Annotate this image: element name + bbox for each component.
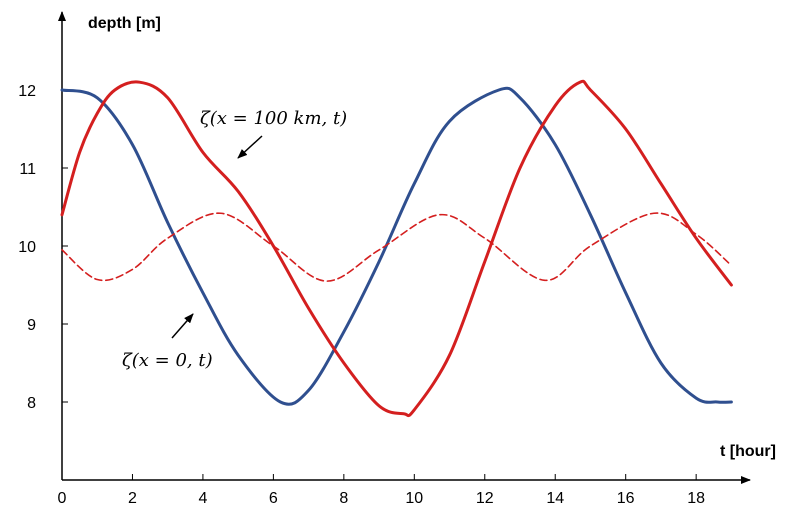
x-tick-label: 2: [128, 490, 137, 507]
ticks: 0 2 4 6 8 10 12 14 16 18 8 9 10 11 12: [18, 83, 705, 507]
series-line-dashed-red: [61, 212, 733, 282]
x-tick-label: 18: [687, 490, 705, 507]
x-tick-label: 10: [405, 490, 423, 507]
y-tick-label: 11: [19, 161, 36, 178]
x-tick-label: 12: [476, 490, 494, 507]
x-tick-label: 16: [617, 490, 635, 507]
series-lines: [60, 79, 733, 418]
axes: [58, 11, 751, 484]
y-tick-label: 8: [27, 395, 36, 412]
x-tick-label: 4: [198, 490, 207, 507]
annotation-arrow-x100: [237, 135, 263, 159]
annotation-label-x100: ζ(x = 100 km, t): [200, 108, 347, 129]
x-axis-title: t [hour]: [720, 443, 776, 460]
x-tick-label: 14: [546, 490, 564, 507]
series-line-x100-red: [60, 79, 733, 418]
series-line-x0-blue: [60, 86, 733, 406]
y-tick-label: 10: [18, 239, 36, 256]
y-axis-title: depth [m]: [88, 15, 161, 32]
annotations: ζ(x = 100 km, t) ζ(x = 0, t): [122, 108, 347, 371]
x-tick-label: 8: [339, 490, 348, 507]
annotation-arrow-x0: [171, 313, 194, 339]
annotation-label-x0: ζ(x = 0, t): [122, 350, 213, 371]
y-tick-label: 9: [27, 317, 36, 334]
x-tick-label: 6: [269, 490, 278, 507]
y-tick-label: 12: [18, 83, 36, 100]
x-tick-label: 0: [58, 490, 67, 507]
